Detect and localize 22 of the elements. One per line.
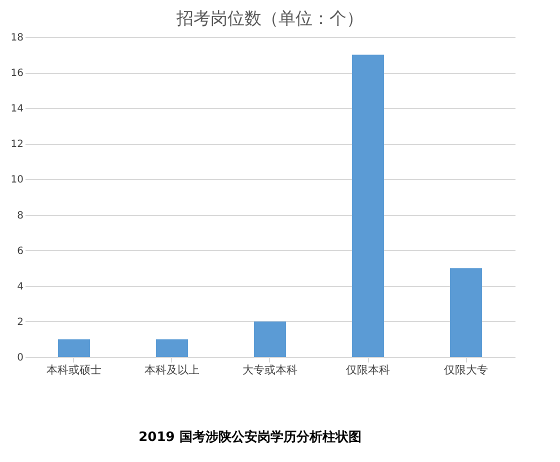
y-tick-label: 16 [10, 68, 24, 80]
y-tick-label: 18 [10, 32, 24, 44]
bar [58, 339, 90, 357]
bar [352, 54, 384, 357]
y-tick-label: 4 [17, 281, 24, 292]
chart-title: 招考岗位数（单位：个） [176, 9, 364, 29]
y-tick-label: 14 [10, 104, 24, 115]
x-tick-label: 本科或硕士 [46, 364, 102, 376]
y-tick-label: 8 [17, 210, 24, 222]
bar [156, 339, 188, 357]
y-tick-label: 10 [10, 174, 24, 186]
y-tick-label: 6 [17, 246, 24, 257]
y-tick-label: 0 [17, 352, 24, 364]
x-tick-label: 本科及以上 [144, 364, 200, 376]
y-tick-label: 12 [10, 139, 24, 150]
bar [254, 321, 286, 357]
text: 2019 国考涉陕公安岗学历分析柱状图 [138, 429, 362, 445]
x-tick-label: 仅限大专 [444, 364, 488, 376]
x-tick-label: 仅限本科 [346, 364, 390, 376]
x-tick-label: 大专或本科 [242, 364, 298, 376]
bar [450, 268, 482, 357]
y-tick-label: 2 [17, 316, 24, 328]
